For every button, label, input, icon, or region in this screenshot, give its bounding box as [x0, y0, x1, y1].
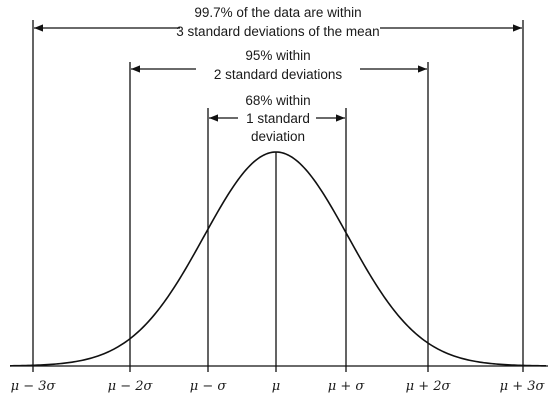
tick-plus-3sigma: μ + 3σ: [500, 379, 546, 394]
label-1sigma-line1: 68% within: [245, 93, 310, 108]
label-1sigma-line3: deviation: [251, 129, 305, 144]
label-3sigma-line2: 3 standard deviations of the mean: [176, 24, 379, 39]
bell-curve: [9, 151, 547, 367]
label-2sigma-line2: 2 standard deviations: [214, 67, 343, 82]
tick-mean: μ: [272, 379, 280, 394]
tick-plus-1sigma: μ + σ: [328, 379, 366, 394]
label-2sigma-line1: 95% within: [245, 48, 310, 63]
tick-plus-2sigma: μ + 2σ: [406, 379, 452, 394]
tick-minus-2sigma: μ − 2σ: [108, 379, 154, 394]
label-1sigma-line2: 1 standard: [246, 111, 310, 126]
tick-minus-1sigma: μ − σ: [190, 379, 228, 394]
label-3sigma-line1: 99.7% of the data are within: [194, 5, 361, 20]
tick-minus-3sigma: μ − 3σ: [11, 379, 57, 394]
